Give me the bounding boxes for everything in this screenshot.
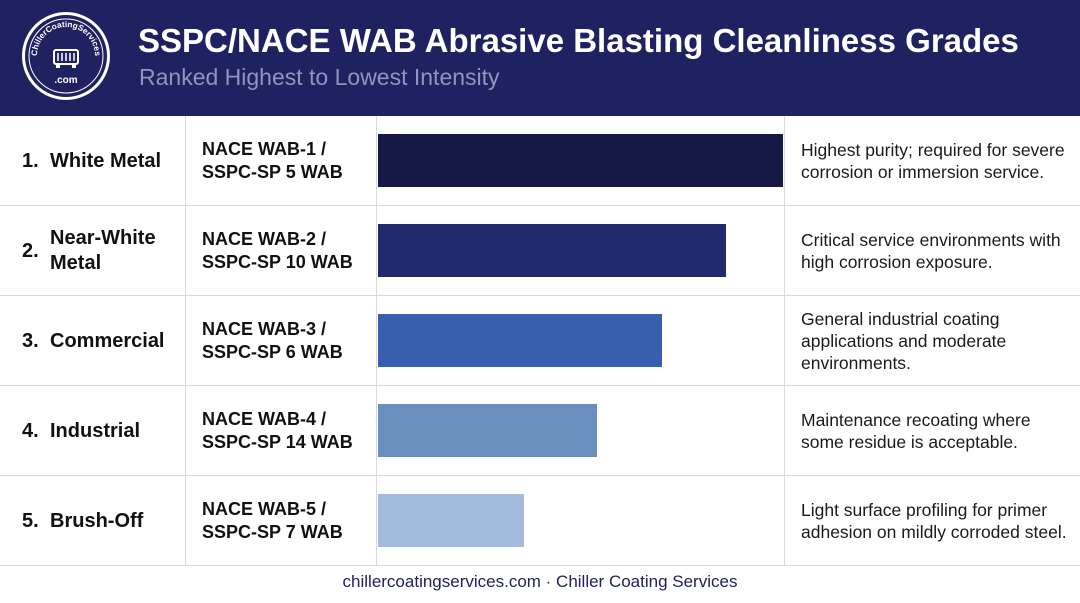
- column-divider: [784, 206, 785, 295]
- row-grade: White Metal: [50, 149, 162, 172]
- standard-line-1: NACE WAB-5 /: [202, 499, 327, 519]
- bar-white-metal: [378, 134, 783, 187]
- page-title: SSPC/NACE WAB Abrasive Blasting Cleanlin…: [138, 22, 1019, 59]
- row-standard: NACE WAB-3 / SSPC-SP 6 WAB: [202, 296, 372, 386]
- column-divider: [376, 296, 377, 385]
- row-standard: NACE WAB-4 / SSPC-SP 14 WAB: [202, 386, 372, 476]
- bar-near-white-metal: [378, 224, 726, 277]
- row-description: Light surface profiling for primer adhes…: [801, 500, 1067, 542]
- row-rank: 3.: [22, 329, 39, 352]
- company-logo: ChillerCoatingServices .com: [22, 12, 110, 100]
- footer-credit: chillercoatingservices.com · Chiller Coa…: [342, 572, 738, 591]
- row-description: Critical service environments with high …: [801, 230, 1061, 272]
- bar-commercial: [378, 314, 662, 367]
- row-standard: NACE WAB-5 / SSPC-SP 7 WAB: [202, 476, 372, 566]
- table-row: 1. White Metal NACE WAB-1 / SSPC-SP 5 WA…: [0, 116, 1080, 206]
- row-standard: NACE WAB-1 / SSPC-SP 5 WAB: [202, 116, 372, 206]
- column-divider: [376, 116, 377, 205]
- row-standard: NACE WAB-2 / SSPC-SP 10 WAB: [202, 206, 372, 296]
- standard-line-2: SSPC-SP 10 WAB: [202, 252, 353, 272]
- header-banner: ChillerCoatingServices .com SSPC/NACE WA…: [0, 0, 1080, 116]
- row-rank: 5.: [22, 509, 39, 532]
- standard-line-2: SSPC-SP 5 WAB: [202, 162, 343, 182]
- standard-line-1: NACE WAB-3 /: [202, 319, 327, 339]
- row-description: General industrial coating applications …: [801, 309, 1007, 373]
- table-row: 3. Commercial NACE WAB-3 / SSPC-SP 6 WAB…: [0, 296, 1080, 386]
- standard-line-2: SSPC-SP 14 WAB: [202, 432, 353, 452]
- standard-line-1: NACE WAB-1 /: [202, 139, 327, 159]
- standard-line-1: NACE WAB-4 /: [202, 409, 327, 429]
- bar-industrial: [378, 404, 597, 457]
- row-rank: 1.: [22, 149, 39, 172]
- column-divider: [376, 206, 377, 295]
- table-row: 2. Near-White Metal NACE WAB-2 / SSPC-SP…: [0, 206, 1080, 296]
- row-grade: Near-White Metal: [50, 227, 156, 274]
- standard-line-2: SSPC-SP 6 WAB: [202, 342, 343, 362]
- table-row: 4. Industrial NACE WAB-4 / SSPC-SP 14 WA…: [0, 386, 1080, 476]
- row-grade: Industrial: [50, 419, 141, 442]
- logo-emblem-icon: ChillerCoatingServices .com: [28, 18, 104, 94]
- column-divider: [185, 206, 186, 295]
- table-row: 5. Brush-Off NACE WAB-5 / SSPC-SP 7 WAB …: [0, 476, 1080, 566]
- column-divider: [376, 476, 377, 565]
- standard-line-2: SSPC-SP 7 WAB: [202, 522, 343, 542]
- row-grade: Commercial: [50, 329, 165, 352]
- column-divider: [185, 116, 186, 205]
- standard-line-1: NACE WAB-2 /: [202, 229, 327, 249]
- row-description: Maintenance recoating where some residue…: [801, 410, 1031, 452]
- column-divider: [185, 386, 186, 475]
- column-divider: [185, 476, 186, 565]
- column-divider: [784, 476, 785, 565]
- row-grade: Brush-Off: [50, 509, 144, 532]
- column-divider: [185, 296, 186, 385]
- column-divider: [784, 296, 785, 385]
- page-subtitle: Ranked Highest to Lowest Intensity: [139, 64, 500, 90]
- column-divider: [376, 386, 377, 475]
- row-rank: 2.: [22, 239, 39, 262]
- logo-bottom-text: .com: [54, 75, 77, 86]
- row-description: Highest purity; required for severe corr…: [801, 140, 1065, 182]
- column-divider: [784, 116, 785, 205]
- row-rank: 4.: [22, 419, 39, 442]
- bar-brush-off: [378, 494, 524, 547]
- column-divider: [784, 386, 785, 475]
- grades-table: 1. White Metal NACE WAB-1 / SSPC-SP 5 WA…: [0, 116, 1080, 566]
